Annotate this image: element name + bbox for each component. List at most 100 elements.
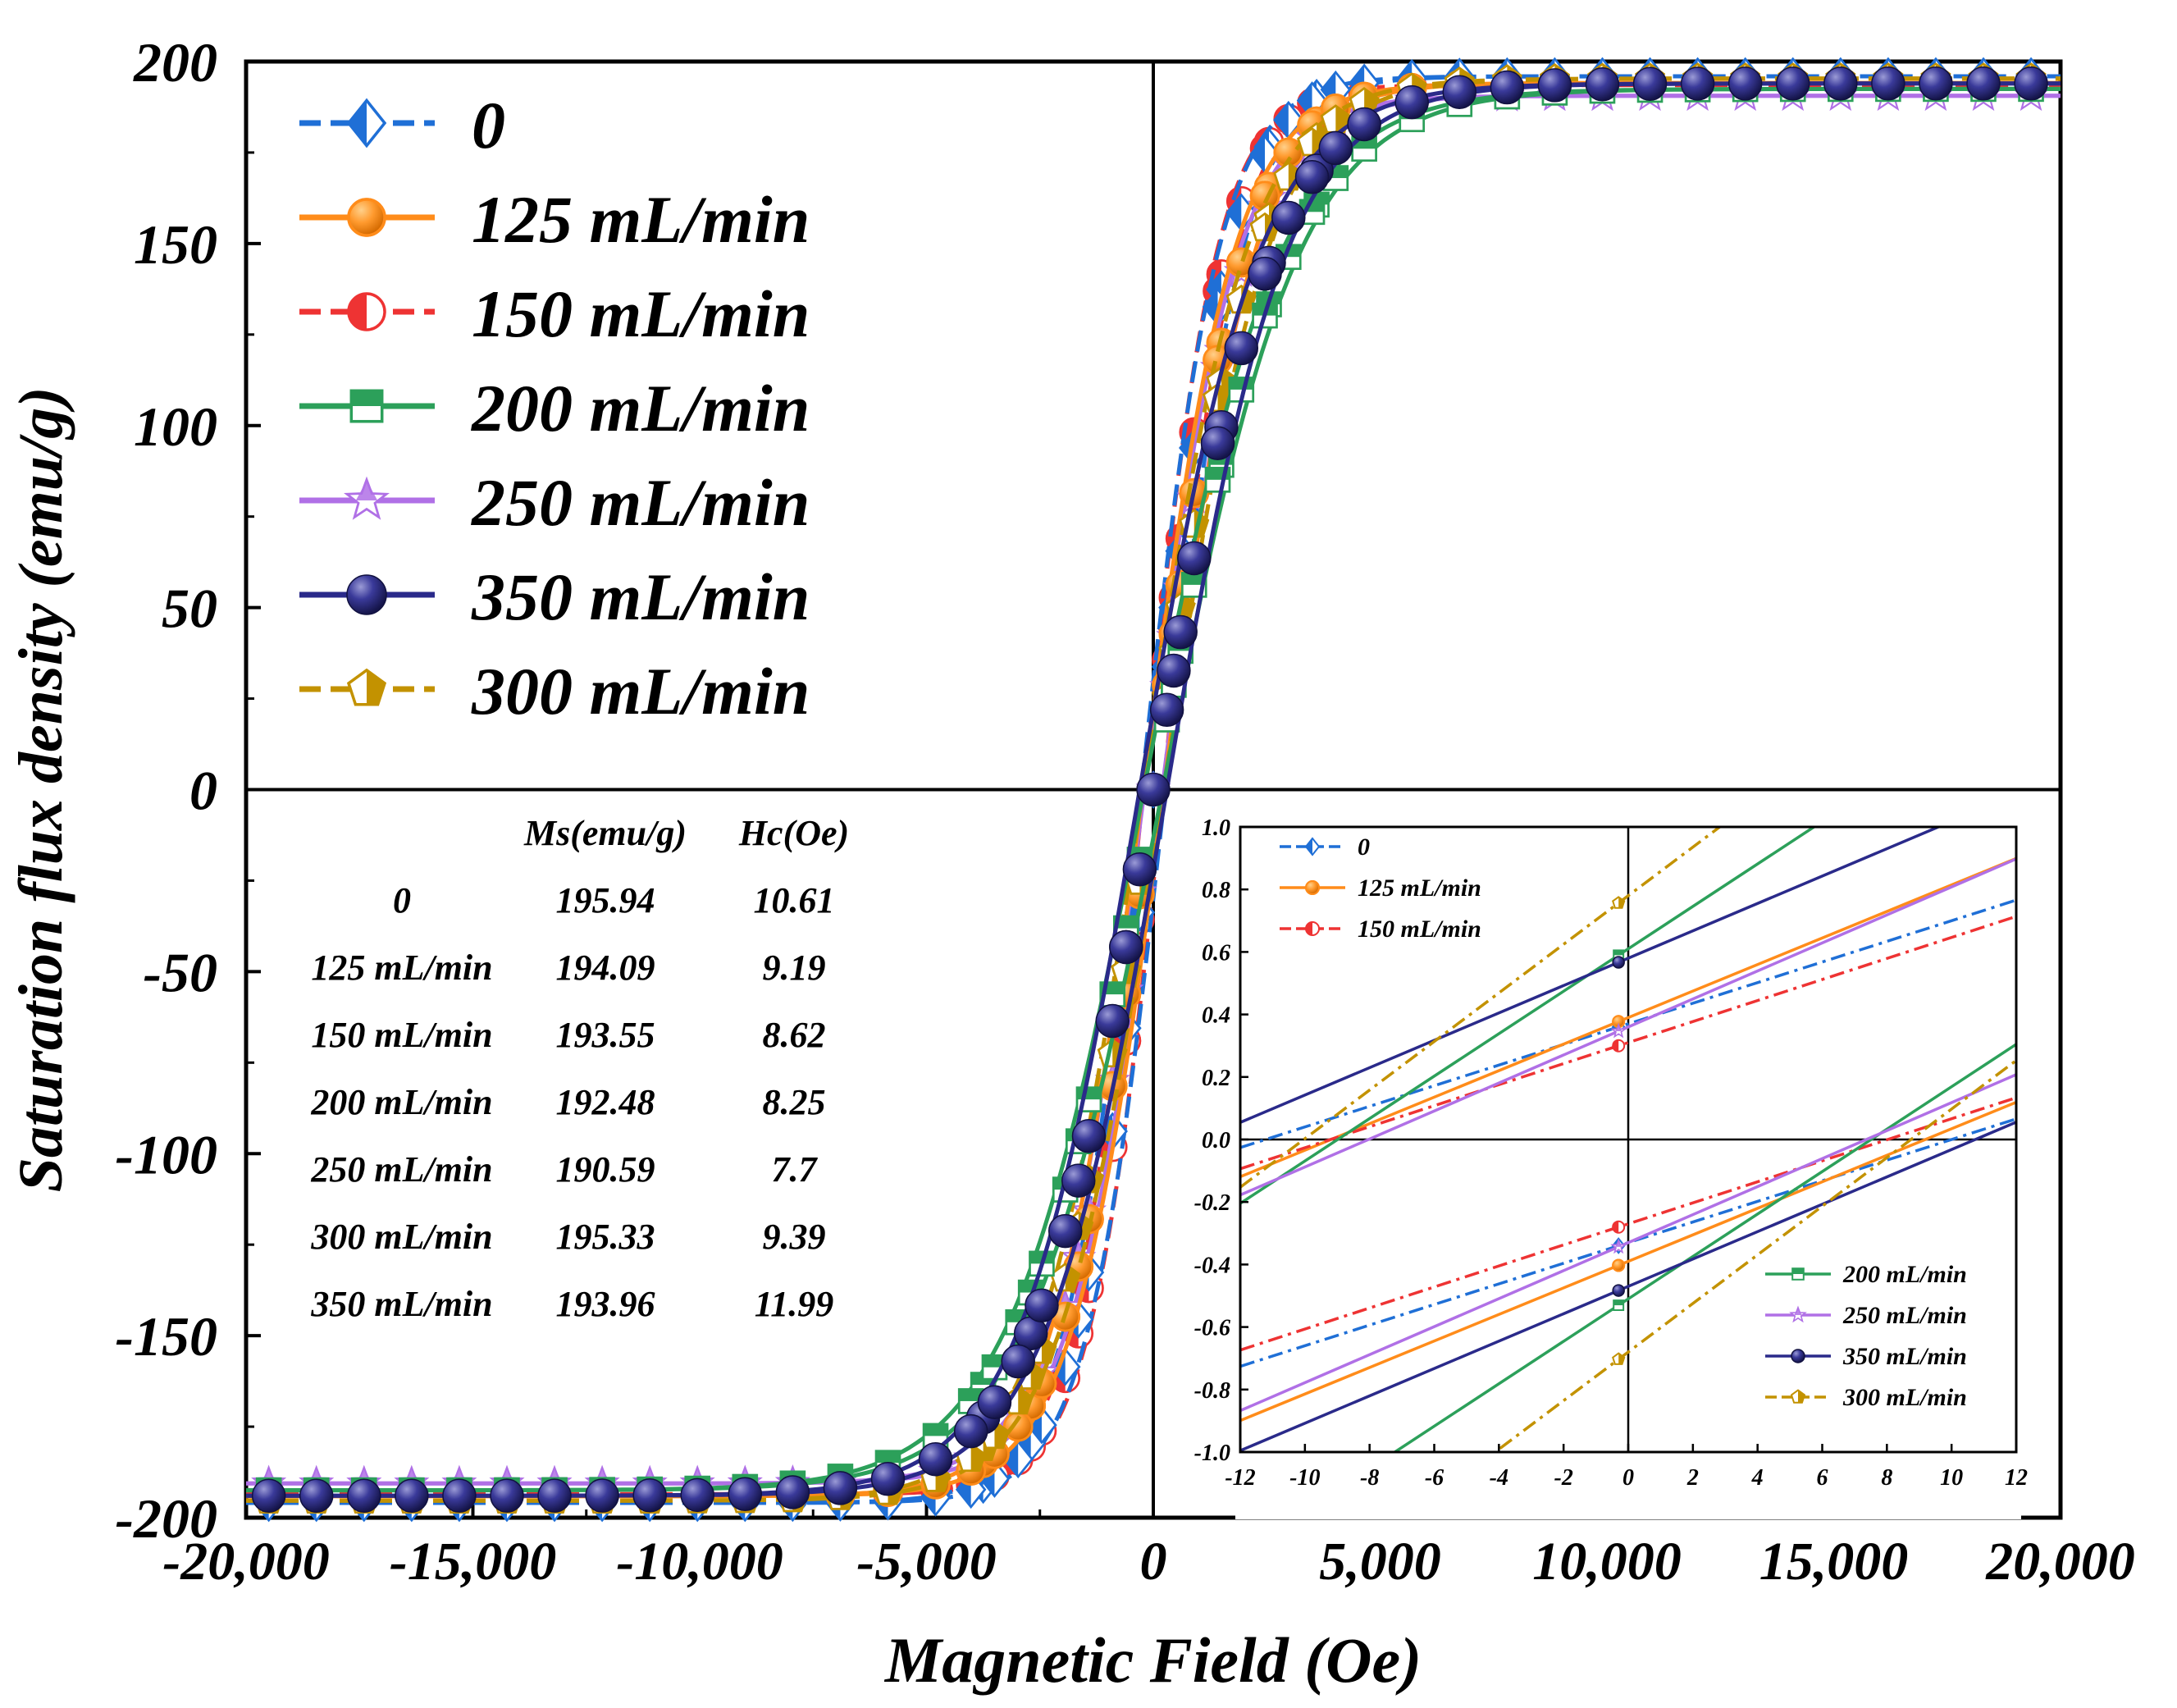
y-tick-label: -50 [143, 941, 217, 1003]
table-cell: 350 mL/min [310, 1284, 492, 1324]
legend-item: 150 mL/min [299, 276, 810, 351]
inset-y-tick-label: 0.2 [1202, 1066, 1230, 1091]
data-marker [442, 1478, 477, 1513]
inset-legend-label: 150 mL/min [1358, 916, 1481, 943]
inset-legend-item: 200 mL/min [1765, 1261, 1967, 1288]
data-marker [1680, 66, 1715, 101]
data-marker [347, 292, 386, 331]
x-tick-label: 0 [1140, 1532, 1167, 1592]
table-cell: 0 [393, 880, 411, 920]
table-cell: 193.96 [556, 1284, 655, 1324]
table-row: 150 mL/min 193.55 8.62 [311, 1015, 825, 1055]
data-marker [1790, 1389, 1806, 1404]
data-marker [1001, 1344, 1035, 1379]
data-marker [1612, 1039, 1626, 1053]
inset-legend-item: 350 mL/min [1765, 1343, 1967, 1370]
y-tick-label: -200 [115, 1487, 217, 1550]
data-marker [1071, 1119, 1107, 1153]
data-marker [1273, 137, 1304, 168]
data-marker [1294, 160, 1330, 194]
data-marker [1061, 1163, 1096, 1198]
y-tick-label: -150 [115, 1305, 217, 1368]
inset-line [1240, 1096, 2016, 1352]
data-marker [1612, 1258, 1626, 1272]
y-axis-title: Saturation flux density (emu/g) [7, 387, 75, 1193]
data-marker [1163, 614, 1198, 650]
data-marker [680, 1477, 714, 1513]
data-marker [490, 1478, 524, 1513]
inset-x-tick-label: 8 [1881, 1465, 1892, 1491]
data-marker [1612, 1220, 1626, 1234]
data-marker [1775, 66, 1810, 101]
data-marker [1585, 67, 1620, 102]
table-row: 125 mL/min 194.09 9.19 [311, 948, 825, 988]
table-cell: 200 mL/min [310, 1082, 492, 1122]
table-cell: 194.09 [556, 948, 655, 988]
data-marker [1224, 331, 1259, 366]
inset-line [1240, 856, 2016, 1179]
table-cell: 190.59 [556, 1149, 655, 1190]
inset-line [1240, 857, 2016, 1197]
table-cell: 250 mL/min [310, 1149, 492, 1190]
table-cell: 125 mL/min [311, 948, 492, 988]
legend-item: 0 [299, 88, 505, 162]
inset-y-tick-label: -1.0 [1194, 1441, 1230, 1466]
data-marker [823, 1471, 858, 1505]
data-marker [1109, 929, 1143, 965]
data-marker [953, 1413, 988, 1449]
main-curves [246, 57, 2061, 1523]
table-header: Hc(Oe) [738, 813, 849, 853]
legend-label: 250 mL/min [471, 465, 810, 540]
data-marker [1050, 1301, 1081, 1332]
data-marker [347, 1478, 381, 1513]
x-axis-title: Magnetic Field (Oe) [883, 1624, 1422, 1696]
inset-legend-item: 0 [1280, 833, 1370, 861]
x-tick-label: -10,000 [616, 1532, 783, 1592]
inset-x-tick-label: 2 [1686, 1465, 1699, 1491]
table-header: Ms(emu/g) [523, 813, 687, 853]
inset-line [1240, 915, 2016, 1171]
table-row: 350 mL/min 193.96 11.99 [310, 1284, 833, 1324]
data-marker [1791, 1349, 1805, 1363]
inset-x-tick-label: -12 [1225, 1465, 1255, 1491]
data-marker [1136, 772, 1171, 807]
y-tick-label: 150 [134, 213, 217, 276]
table-cell: 10.61 [754, 880, 835, 920]
series-350-ml-min [246, 66, 2061, 1513]
main-axes: -20,000 -15,000 -10,000 -5,000 0 5,000 10,000 1… [7, 31, 2135, 1696]
data-marker [347, 198, 386, 237]
data-marker [537, 1478, 572, 1513]
inset-y-tick-label: 0.0 [1202, 1128, 1230, 1153]
data-marker [1791, 1267, 1805, 1281]
inset-line [1240, 827, 1942, 1124]
inset-y-tick-label: 0.4 [1202, 1003, 1230, 1029]
table-cell: 300 mL/min [310, 1217, 492, 1257]
data-marker [1612, 896, 1626, 909]
inset-y-tick-label: 1.0 [1202, 815, 1230, 841]
inset-line [1240, 1121, 2016, 1452]
data-marker [1075, 1086, 1102, 1112]
x-tick-label: 20,000 [1985, 1532, 2135, 1592]
table-cell: 11.99 [755, 1284, 834, 1324]
inset-line [1240, 827, 1817, 1205]
inset-line [1240, 827, 1723, 1189]
data-marker [728, 1477, 763, 1512]
data-marker [1612, 956, 1625, 969]
legend-item: 250 mL/min [299, 465, 810, 540]
data-marker [585, 1478, 619, 1513]
x-tick-label: -15,000 [390, 1532, 556, 1592]
inset-chart: -12 -10 -8 -6 -4 -2 0 2 4 6 8 10 12 1.0 0.8 0.6 0.4 0.2 0.… [1194, 804, 2028, 1519]
inset-legend-label: 0 [1358, 833, 1370, 861]
data-marker [1966, 66, 2001, 101]
table-row: 0 195.94 10.61 [393, 880, 835, 920]
table-cell: 195.33 [556, 1217, 655, 1257]
inset-x-tick-label: -10 [1289, 1465, 1320, 1491]
data-marker [344, 476, 390, 520]
inset-legend-item: 300 mL/min [1765, 1384, 1967, 1411]
data-marker [1394, 84, 1429, 120]
inset-legend-item: 125 mL/min [1280, 875, 1481, 902]
data-marker [349, 389, 384, 423]
table-cell: 193.55 [556, 1015, 655, 1055]
data-marker [1632, 66, 1668, 101]
inset-x-tick-label: 0 [1622, 1465, 1634, 1491]
